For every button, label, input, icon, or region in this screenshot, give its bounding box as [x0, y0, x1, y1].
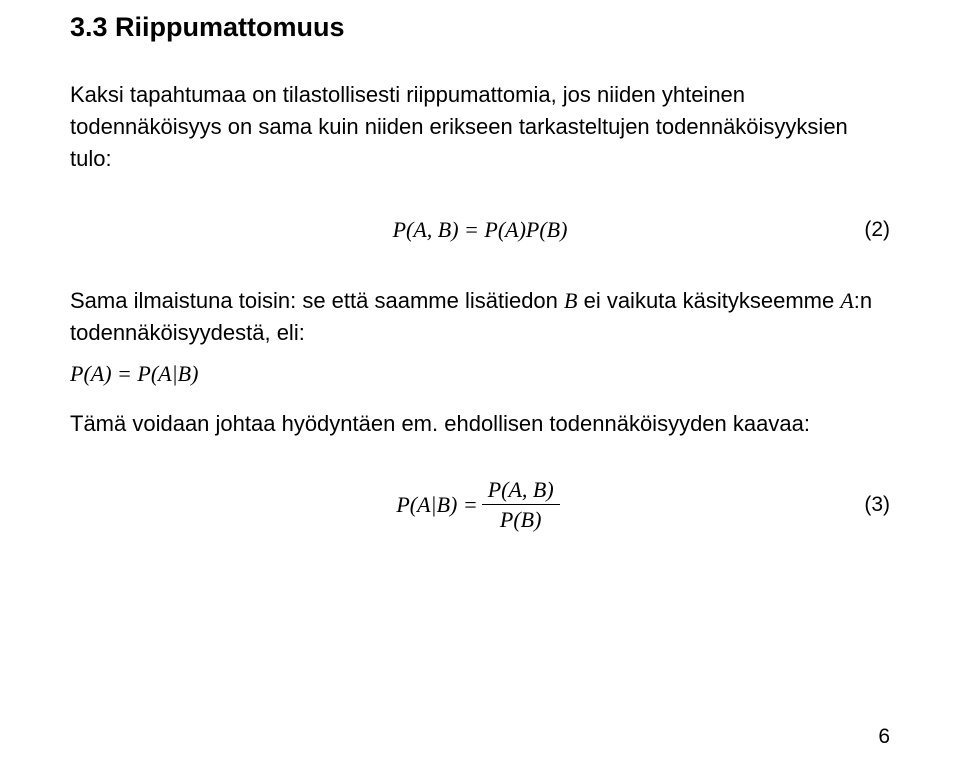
inline-equation-content: P(A) = P(A|B)	[70, 361, 198, 386]
paragraph-3: Tämä voidaan johtaa hyödyntäen em. ehdol…	[70, 408, 890, 440]
equation-3-denominator: P(B)	[482, 505, 560, 535]
equation-2-number: (2)	[864, 218, 890, 242]
para2-math-a: A	[840, 288, 853, 313]
para2-text-pre: Sama ilmaistuna toisin: se että saamme l…	[70, 288, 564, 313]
paragraph-2: Sama ilmaistuna toisin: se että saamme l…	[70, 285, 890, 349]
para2-math-b: B	[564, 288, 577, 313]
equation-3-numerator: P(A, B)	[482, 476, 560, 505]
page-number: 6	[878, 725, 890, 749]
paragraph-1: Kaksi tapahtumaa on tilastollisesti riip…	[70, 79, 890, 175]
inline-equation: P(A) = P(A|B)	[70, 358, 890, 390]
equation-3-number: (3)	[864, 493, 890, 517]
equation-3: P(A|B) = P(A, B) P(B) (3)	[70, 476, 890, 534]
equation-2: P(A, B) = P(A)P(B) (2)	[70, 217, 890, 243]
equation-3-left: P(A|B) =	[396, 492, 477, 518]
equation-3-content: P(A|B) = P(A, B) P(B)	[396, 476, 563, 534]
section-heading: 3.3 Riippumattomuus	[70, 12, 890, 43]
para2-text-mid: ei vaikuta käsitykseemme	[577, 288, 840, 313]
equation-3-fraction: P(A, B) P(B)	[482, 476, 560, 534]
equation-2-content: P(A, B) = P(A)P(B)	[393, 217, 568, 243]
